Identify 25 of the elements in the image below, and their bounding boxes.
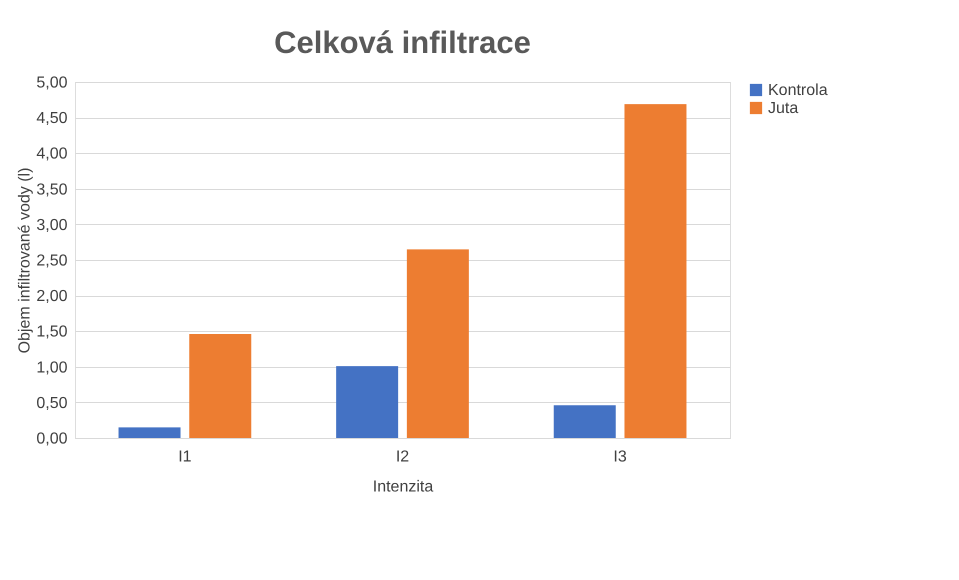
y-tick-label: 1,50: [36, 324, 68, 341]
bar: [336, 366, 398, 438]
y-tick-label: 0,00: [36, 430, 68, 448]
y-tick-label: 0,50: [36, 394, 68, 412]
legend-label: Juta: [768, 100, 798, 117]
y-tick-label: 4,00: [36, 146, 68, 163]
y-tick-label: 3,50: [36, 181, 68, 198]
bar: [406, 249, 469, 438]
y-axis-title: Objem infiltrované vody (l): [16, 168, 34, 354]
chart-title: Celková infiltrace: [274, 25, 531, 60]
x-tick-label: I2: [396, 448, 410, 466]
x-axis-title: Intenzita: [372, 478, 434, 496]
bar: [189, 334, 252, 438]
x-tick-label: I1: [178, 448, 192, 466]
bar: [118, 427, 181, 438]
y-tick-label: 4,50: [36, 110, 68, 128]
y-tick-label: 5,00: [36, 74, 68, 92]
y-tick-label: 1,00: [36, 359, 68, 376]
x-tick-label: I3: [613, 448, 627, 466]
y-tick-label: 2,00: [36, 288, 68, 306]
y-tick-label: 3,00: [36, 216, 68, 234]
bar: [624, 104, 686, 438]
y-tick-label: 2,50: [36, 252, 68, 270]
legend-label: Kontrola: [768, 82, 828, 99]
bar: [554, 405, 616, 438]
